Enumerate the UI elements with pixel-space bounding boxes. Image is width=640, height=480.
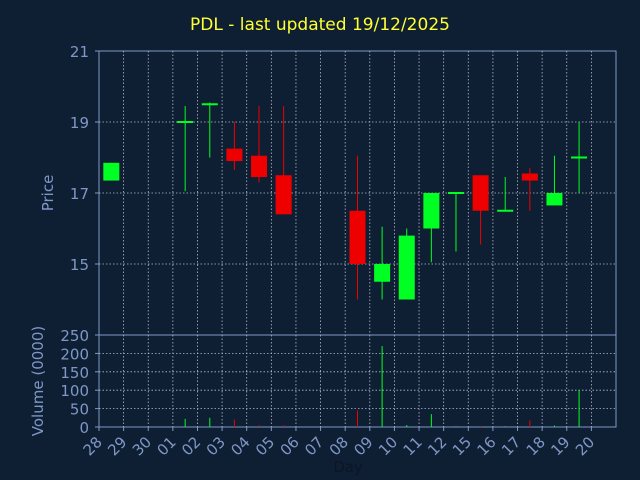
price-tick-label: 21: [70, 43, 89, 61]
candle-body-10: [398, 235, 415, 300]
day-tick-label: 18: [523, 433, 549, 459]
day-tick-label: 15: [449, 433, 475, 459]
day-tick-label: 28: [80, 433, 106, 459]
day-tick-label: 17: [498, 433, 524, 459]
candle-body-09: [374, 264, 391, 282]
volume-tick-label: 250: [60, 327, 89, 345]
day-tick-label: 20: [572, 433, 598, 459]
day-tick-label: 02: [178, 433, 204, 459]
candle-body-08: [349, 210, 366, 264]
day-tick-label: 04: [227, 433, 253, 459]
candle-body-16: [497, 209, 514, 212]
day-tick-label: 08: [326, 433, 352, 459]
candle-body-12: [447, 192, 464, 194]
volume-tick-label: 50: [70, 401, 89, 419]
volume-tick-label: 150: [60, 364, 89, 382]
x-axis-label: Day: [333, 458, 363, 476]
candle-body-04: [251, 155, 268, 178]
chart-title: PDL - last updated 19/12/2025: [190, 15, 450, 35]
candle-body-02: [201, 103, 218, 106]
price-tick-label: 15: [70, 256, 89, 274]
day-tick-label: 16: [474, 433, 500, 459]
day-tick-label: 29: [104, 433, 130, 459]
day-tick-label: 10: [375, 433, 401, 459]
candle-body-05: [275, 175, 292, 215]
candle-body-11: [423, 193, 440, 229]
day-tick-label: 19: [547, 433, 573, 459]
price-axis-label: Price: [39, 175, 57, 212]
candle-body-01: [177, 121, 194, 123]
volume-axis-label: Volume (0000): [29, 326, 47, 436]
day-tick-label: 11: [400, 433, 426, 459]
volume-tick-label: 200: [60, 345, 89, 363]
day-tick-label: 07: [301, 433, 327, 459]
day-tick-label: 01: [153, 433, 179, 459]
candle-body-15: [472, 175, 489, 211]
day-tick-label: 09: [350, 433, 376, 459]
day-tick-label: 05: [252, 433, 278, 459]
price-tick-label: 17: [70, 185, 89, 203]
candle-body-28: [103, 162, 120, 181]
candle-body-18: [546, 193, 563, 206]
candle-body-19: [571, 156, 588, 159]
day-tick-label: 03: [203, 433, 229, 459]
day-tick-label: 06: [277, 433, 303, 459]
day-tick-label: 30: [129, 433, 155, 459]
volume-tick-label: 100: [60, 382, 89, 400]
day-tick-label: 12: [424, 433, 450, 459]
candle-body-17: [521, 173, 538, 181]
volume-tick-label: 0: [79, 419, 89, 437]
price-tick-label: 19: [70, 114, 89, 132]
candle-body-03: [226, 148, 243, 162]
